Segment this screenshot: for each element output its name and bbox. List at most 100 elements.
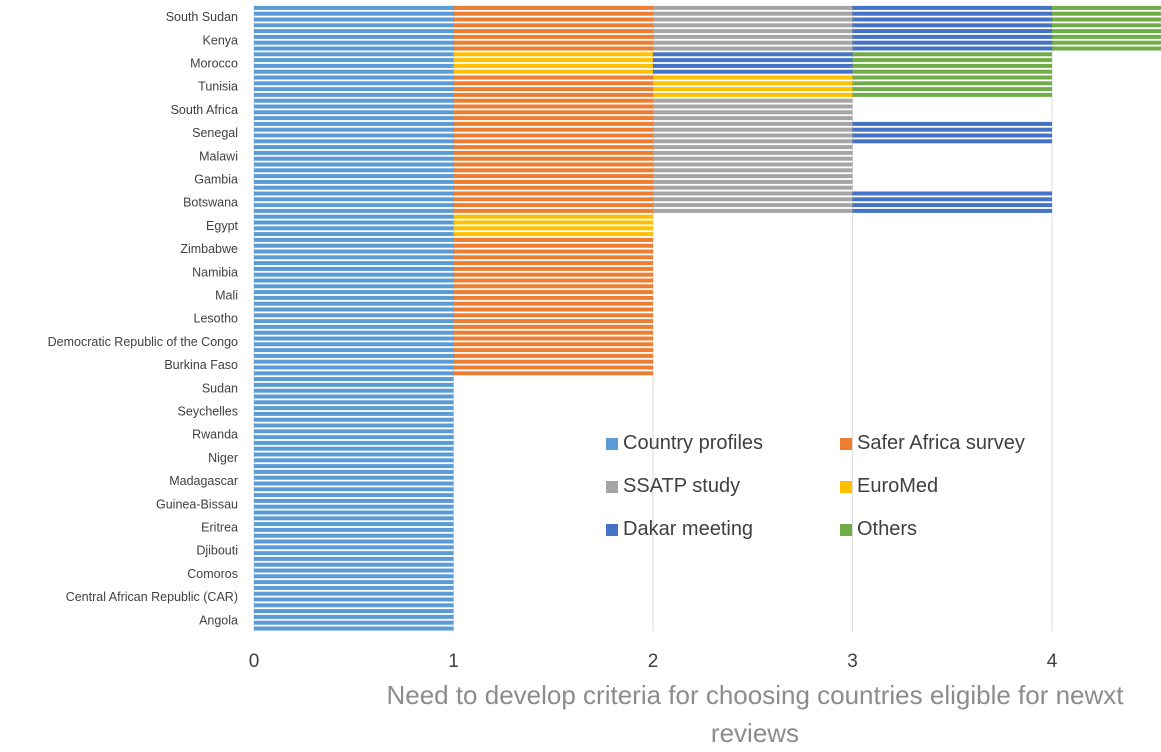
bar-segment bbox=[254, 498, 454, 503]
bar-segment bbox=[254, 562, 454, 567]
bar-segment bbox=[254, 614, 454, 619]
bar-segment bbox=[453, 168, 653, 173]
bar-segment bbox=[254, 411, 454, 416]
bar-segment bbox=[254, 319, 454, 324]
bar-segment bbox=[254, 197, 454, 202]
bar-segment bbox=[453, 237, 653, 242]
legend-item: Others bbox=[840, 518, 917, 541]
bar-segment bbox=[453, 208, 653, 213]
bar-segment bbox=[254, 255, 454, 260]
bar-segment bbox=[453, 139, 653, 144]
bar-segment bbox=[453, 278, 653, 283]
bar-segment bbox=[254, 58, 454, 63]
bar-segment bbox=[653, 104, 853, 109]
bar-segment bbox=[1052, 29, 1161, 34]
bar-segment bbox=[254, 359, 454, 364]
y-axis-label: Kenya bbox=[203, 33, 238, 47]
bar-segment bbox=[254, 191, 454, 196]
bar-segment bbox=[254, 226, 454, 231]
bar-segment bbox=[453, 255, 653, 260]
bar-segment bbox=[653, 40, 853, 45]
bar-segment bbox=[453, 162, 653, 167]
bar-segment bbox=[852, 17, 1052, 22]
bar-segment bbox=[852, 87, 1052, 92]
y-axis-label: Tunisia bbox=[198, 80, 238, 94]
bar-segment bbox=[453, 301, 653, 306]
bar-segment bbox=[653, 110, 853, 115]
bar-segment bbox=[453, 98, 653, 103]
bar-segment bbox=[254, 23, 454, 28]
bar-segment bbox=[453, 133, 653, 138]
legend-swatch bbox=[606, 523, 618, 536]
bar-segment bbox=[852, 40, 1052, 45]
bar-segment bbox=[254, 336, 454, 341]
bar-segment bbox=[254, 533, 454, 538]
bar-segment bbox=[254, 568, 454, 573]
bar-segment bbox=[453, 145, 653, 150]
y-axis-label: Sudan bbox=[202, 381, 238, 395]
bar-segment bbox=[254, 87, 454, 92]
bar-segment bbox=[453, 249, 653, 254]
bar-segment bbox=[254, 46, 454, 51]
y-axis-label: Gambia bbox=[194, 173, 238, 187]
bar-segment bbox=[254, 249, 454, 254]
bar-segment bbox=[653, 17, 853, 22]
bar-segment bbox=[653, 11, 853, 16]
bar-segment bbox=[653, 5, 853, 10]
bar-segment bbox=[254, 440, 454, 445]
y-axis-label: Seychelles bbox=[178, 405, 238, 419]
bar-segment bbox=[653, 185, 853, 190]
y-axis-label: Democratic Republic of the Congo bbox=[48, 335, 238, 349]
legend-item: EuroMed bbox=[840, 475, 938, 498]
bar-segment bbox=[254, 150, 454, 155]
bar-segment bbox=[653, 203, 853, 208]
y-axis-label: Mali bbox=[215, 289, 238, 303]
bar-segment bbox=[254, 527, 454, 532]
bar-segment bbox=[852, 34, 1052, 39]
legend-label: Safer Africa survey bbox=[857, 432, 1025, 454]
bar-segment bbox=[453, 359, 653, 364]
bar-segment bbox=[453, 29, 653, 34]
bar-segment bbox=[254, 516, 454, 521]
bar-segment bbox=[254, 458, 454, 463]
bar-segment bbox=[453, 34, 653, 39]
bar-segment bbox=[254, 5, 454, 10]
bar-segment bbox=[254, 133, 454, 138]
y-axis-labels: South Sudan Kenya Morocco Tunisia South Afri… bbox=[48, 10, 239, 627]
bar-segment bbox=[254, 98, 454, 103]
bar-segment bbox=[254, 104, 454, 109]
bar-segment bbox=[254, 34, 454, 39]
bar-segment bbox=[852, 81, 1052, 86]
bar-segment bbox=[653, 98, 853, 103]
bar-segment bbox=[254, 214, 454, 219]
y-axis-label: Malawi bbox=[199, 149, 238, 163]
bar-segment bbox=[453, 203, 653, 208]
bar-segment bbox=[254, 116, 454, 121]
bar-segment bbox=[653, 58, 853, 63]
bar-segment bbox=[653, 162, 853, 167]
bar-segment bbox=[453, 284, 653, 289]
bar-segment bbox=[254, 382, 454, 387]
bar-segment bbox=[453, 330, 653, 335]
bar-segment bbox=[852, 58, 1052, 63]
bar-segment bbox=[254, 609, 454, 614]
bar-segment bbox=[254, 185, 454, 190]
bar-segment bbox=[453, 243, 653, 248]
bar-segment bbox=[254, 232, 454, 237]
bar-segment bbox=[453, 353, 653, 358]
bar-segment bbox=[254, 330, 454, 335]
bar-segment bbox=[254, 81, 454, 86]
y-axis-label: Namibia bbox=[192, 265, 238, 279]
bar-segment bbox=[254, 585, 454, 590]
bar-segment bbox=[653, 87, 853, 92]
bar-segment bbox=[453, 11, 653, 16]
bar-segment bbox=[453, 261, 653, 266]
bar-segment bbox=[254, 371, 454, 376]
bar-segment bbox=[852, 52, 1052, 57]
y-axis-label: Eritrea bbox=[201, 521, 238, 535]
x-tick-label: 2 bbox=[648, 651, 659, 672]
bar-segment bbox=[254, 545, 454, 550]
y-axis-label: Niger bbox=[208, 451, 238, 465]
bar-segment bbox=[254, 539, 454, 544]
